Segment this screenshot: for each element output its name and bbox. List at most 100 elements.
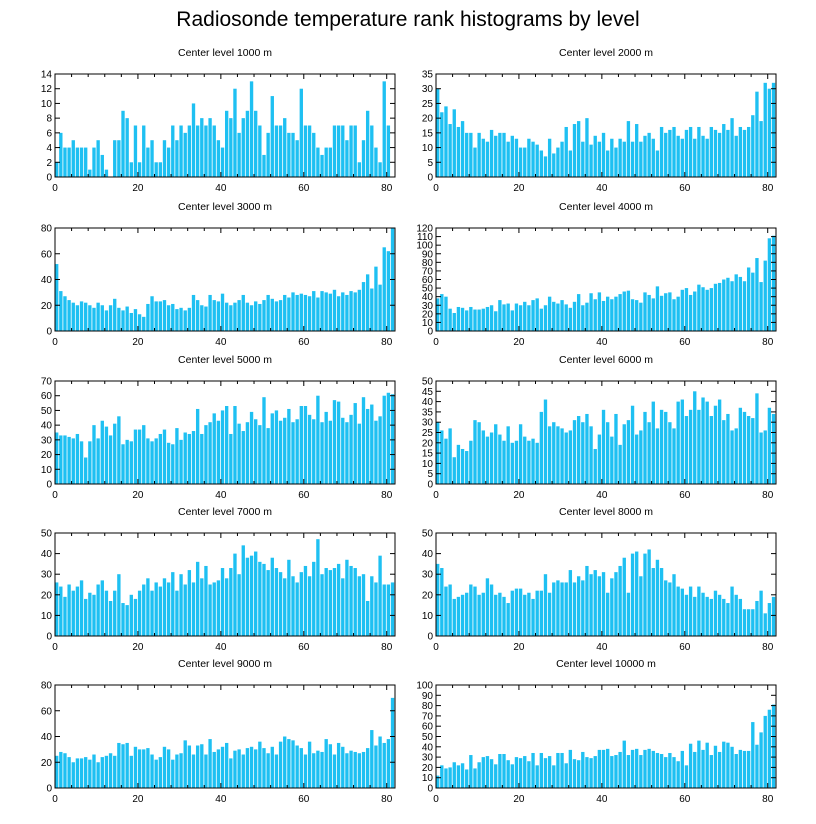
histogram-bar: [531, 141, 535, 177]
histogram-bar: [655, 150, 660, 177]
y-tick-label: 0: [427, 173, 433, 184]
histogram-bar: [593, 570, 597, 636]
histogram-bar: [204, 125, 208, 177]
histogram-bar: [494, 135, 498, 177]
histogram-bar: [166, 749, 171, 789]
histogram-bar: [543, 758, 548, 788]
histogram-bar: [361, 282, 366, 331]
histogram-bar: [693, 751, 697, 788]
histogram-bar: [365, 600, 370, 636]
histogram-bar: [709, 755, 714, 788]
histogram-bar: [543, 305, 548, 331]
histogram-bar: [576, 121, 581, 177]
histogram-bar: [67, 436, 71, 484]
histogram-bar: [266, 428, 270, 484]
histogram-bar: [709, 598, 714, 636]
histogram-bar: [137, 162, 142, 177]
histogram-bar: [59, 586, 63, 636]
histogram-bar: [506, 426, 510, 484]
histogram-bar: [655, 559, 660, 636]
histogram-bar: [502, 754, 506, 788]
chart-panel-2: Center level 2000 m 0 20 40 60 80 0 5 10 15 20 25 30…: [422, 47, 777, 194]
histogram-bar: [195, 125, 200, 177]
histogram-bar: [676, 586, 680, 636]
histogram-bar: [543, 399, 548, 484]
histogram-bar: [510, 310, 514, 331]
histogram-bar: [258, 741, 262, 788]
histogram-bar: [527, 138, 531, 177]
histogram-bar: [125, 439, 129, 484]
y-tick-label: 80: [41, 681, 53, 692]
histogram-bar: [229, 433, 233, 484]
histogram-bar: [212, 300, 216, 331]
plot-frame: [435, 532, 777, 637]
histogram-bar: [175, 428, 179, 484]
histogram-bar: [485, 306, 490, 331]
histogram-bar: [643, 411, 647, 484]
histogram-bar: [183, 584, 187, 636]
y-tick-label: 0: [427, 480, 433, 491]
histogram-bar: [320, 291, 324, 331]
histogram-bar: [489, 432, 494, 484]
histogram-bar: [104, 169, 109, 177]
histogram-bar: [635, 551, 639, 636]
histogram-bar: [506, 760, 510, 788]
histogram-bar: [473, 768, 477, 788]
x-tick-label: 80: [762, 183, 774, 194]
histogram-bar: [688, 586, 693, 636]
histogram-bar: [693, 391, 697, 484]
histogram-bar: [245, 422, 250, 484]
histogram-bar: [680, 289, 684, 331]
histogram-bar: [183, 310, 187, 331]
histogram-bar: [610, 436, 614, 484]
histogram-bar: [386, 584, 391, 636]
histogram-bar: [283, 118, 287, 177]
histogram-bar: [353, 568, 357, 636]
histogram-bar: [693, 291, 697, 331]
histogram-bar: [150, 590, 154, 636]
histogram-bar: [171, 125, 175, 177]
histogram-bar: [270, 557, 274, 636]
histogram-bar: [560, 428, 564, 484]
histogram-bar: [370, 288, 374, 331]
histogram-bar: [133, 125, 138, 177]
histogram-bar: [448, 428, 452, 484]
histogram-bar: [225, 110, 229, 177]
histogram-bar: [245, 110, 250, 177]
histogram-bar: [59, 132, 63, 177]
histogram-bar: [67, 147, 71, 177]
histogram-bar: [759, 732, 763, 788]
histogram-bar: [233, 553, 237, 636]
histogram-bar: [200, 305, 204, 331]
histogram-bar: [166, 147, 171, 177]
histogram-bar: [763, 613, 767, 636]
x-tick-label: 40: [596, 490, 608, 501]
histogram-bar: [498, 434, 502, 484]
chart-title: Center level 10000 m: [556, 658, 656, 670]
histogram-bar: [672, 126, 676, 177]
histogram-bar: [328, 570, 333, 636]
histogram-bar: [287, 739, 291, 788]
histogram-bar: [67, 300, 71, 331]
histogram-bar: [108, 305, 113, 331]
histogram-bar: [440, 112, 444, 177]
y-tick-label: 40: [41, 421, 53, 432]
histogram-bar: [469, 306, 473, 331]
histogram-bar: [742, 750, 747, 788]
y-tick-label: 4: [46, 143, 52, 154]
histogram-bar: [71, 140, 75, 177]
y-tick-label: 0: [427, 784, 433, 795]
histogram-bar: [357, 753, 362, 788]
histogram-bar: [84, 302, 88, 331]
histogram-bar: [465, 769, 469, 788]
plot-frame: [54, 532, 396, 637]
histogram-bar: [258, 303, 262, 331]
histogram-bar: [722, 279, 726, 331]
histogram-bar: [510, 764, 514, 788]
histogram-bar: [746, 609, 751, 636]
histogram-bar: [96, 762, 100, 788]
histogram-bar: [179, 574, 183, 636]
y-tick-label: 60: [41, 249, 53, 260]
histogram-bar: [709, 288, 714, 331]
histogram-bar: [535, 298, 539, 331]
